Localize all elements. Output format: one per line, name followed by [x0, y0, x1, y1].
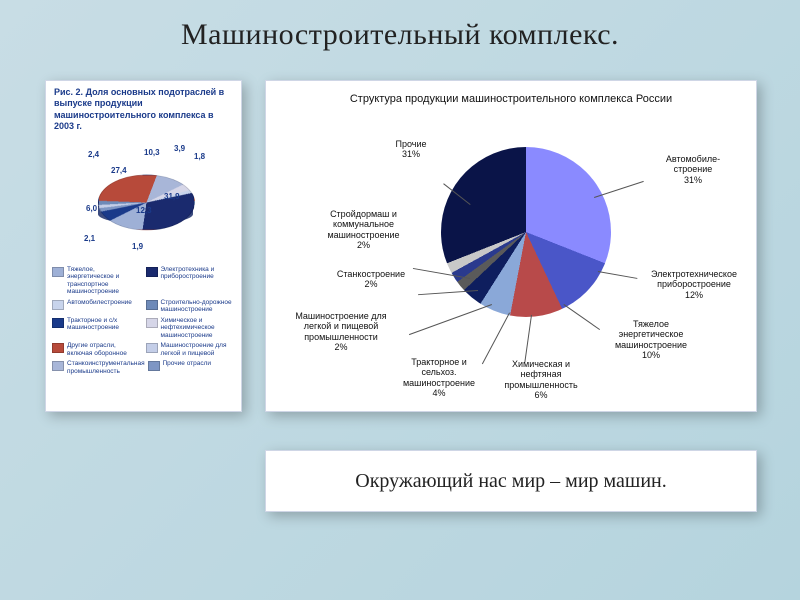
left-value: 2,1	[84, 234, 95, 243]
slice-label: Машиностроение длялегкой и пищевойпромыш…	[276, 311, 406, 352]
legend-label: Прочие отрасли	[163, 360, 212, 367]
leader-line	[524, 315, 532, 363]
legend-swatch	[52, 267, 64, 277]
legend-label: Строительно-дорожное машиностроение	[161, 299, 236, 314]
legend-label: Машиностроение для легкой и пищевой	[161, 342, 236, 357]
legend-item: Химическое и нефтехимическое машинострое…	[146, 317, 236, 339]
legend-item: Электротехника и приборостроение	[146, 266, 236, 296]
legend-swatch	[146, 343, 158, 353]
left-value: 12,3	[136, 206, 152, 215]
left-value: 1,8	[194, 152, 205, 161]
legend-label: Тяжелое, энергетическое и транспортное м…	[67, 266, 142, 296]
legend-item: Машиностроение для легкой и пищевой	[146, 342, 236, 357]
left-value: 27,4	[111, 166, 127, 175]
slice-label: Станкостроение2%	[321, 269, 421, 290]
left-heading-prefix: Рис. 2.	[54, 87, 83, 97]
left-panel: Рис. 2. Доля основных подотраслей в выпу…	[45, 80, 242, 412]
legend-swatch	[146, 300, 158, 310]
legend-label: Автомобилестроение	[67, 299, 132, 306]
caption: Окружающий нас мир – мир машин.	[355, 470, 666, 493]
left-value: 3,9	[174, 144, 185, 153]
legend-swatch	[52, 300, 64, 310]
left-legend: Тяжелое, энергетическое и транспортное м…	[46, 264, 241, 384]
leader-line	[594, 181, 644, 198]
leader-line	[598, 271, 638, 279]
left-pie-wrap: 2,4 27,4 10,3 3,9 1,8 31,9 12,3 6,0 2,1 1,9	[46, 134, 241, 264]
legend-item: Автомобилестроение	[52, 299, 142, 314]
caption-box: Окружающий нас мир – мир машин.	[265, 450, 757, 512]
legend-label: Другие отрасли, включая оборонное	[67, 342, 142, 357]
slice-label: Стройдормаш икоммунальноемашиностроение2…	[306, 209, 421, 250]
legend-item: Тяжелое, энергетическое и транспортное м…	[52, 266, 142, 296]
left-value: 6,0	[86, 204, 97, 213]
right-panel: Структура продукции машиностроительного …	[265, 80, 757, 412]
legend-swatch	[146, 318, 158, 328]
slice-label: Электротехническоеприборостроение12%	[634, 269, 754, 300]
left-heading: Рис. 2. Доля основных подотраслей в выпу…	[46, 81, 241, 134]
leader-line	[563, 304, 600, 330]
slice-label: Тяжелоеэнергетическоемашиностроение10%	[596, 319, 706, 360]
right-chart: Автомобиле-строение31% Электротехническое…	[266, 109, 756, 399]
left-value: 2,4	[88, 150, 99, 159]
leader-line	[409, 304, 492, 335]
left-pie	[98, 175, 195, 231]
legend-swatch	[52, 343, 64, 353]
legend-swatch	[146, 267, 158, 277]
slice-label: Прочие31%	[376, 139, 446, 160]
legend-item: Другие отрасли, включая оборонное	[52, 342, 142, 357]
left-value: 1,9	[132, 242, 143, 251]
legend-label: Станкоинструментальная промышленность	[67, 360, 145, 375]
legend-item: Прочие отрасли	[148, 360, 236, 375]
slice-label: Автомобиле-строение31%	[648, 154, 738, 185]
legend-label: Химическое и нефтехимическое машинострое…	[161, 317, 236, 339]
legend-label: Электротехника и приборостроение	[161, 266, 236, 281]
legend-label: Тракторное и с/х машиностроение	[67, 317, 142, 332]
left-value: 31,9	[164, 192, 180, 201]
legend-swatch	[52, 361, 64, 371]
legend-item: Тракторное и с/х машиностроение	[52, 317, 142, 339]
legend-item: Строительно-дорожное машиностроение	[146, 299, 236, 314]
slice-label: Тракторное исельхоз.машиностроение4%	[384, 357, 494, 398]
right-heading: Структура продукции машиностроительного …	[266, 81, 756, 109]
slide-title: Машиностроительный комплекс.	[0, 18, 800, 52]
legend-item: Станкоинструментальная промышленность	[52, 360, 144, 375]
legend-swatch	[52, 318, 64, 328]
legend-swatch	[148, 361, 160, 371]
left-value: 10,3	[144, 148, 160, 157]
slice-label: Химическая инефтянаяпромышленность6%	[486, 359, 596, 400]
